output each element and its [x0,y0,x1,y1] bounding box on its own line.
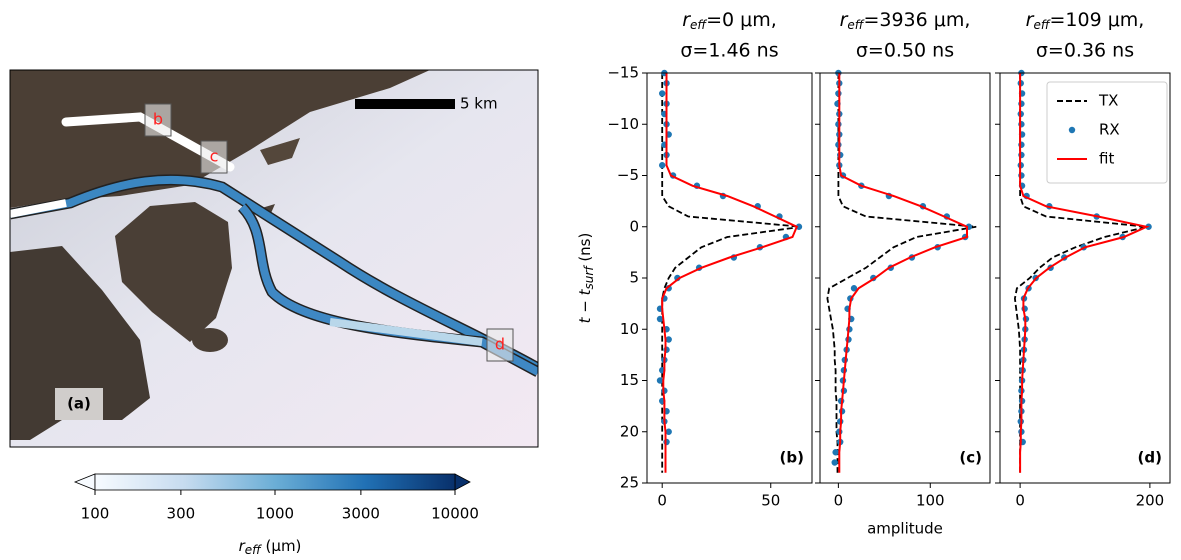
series-line [838,73,968,473]
panel-title-part: =0 μm, [706,9,777,31]
panel-title-part: eff [690,18,707,32]
panel-title-part: =109 μm, [1049,9,1144,31]
data-point [665,428,672,435]
panel-title-part: r [840,9,849,31]
data-point [665,336,672,343]
panel-title: σ=0.36 ns [1036,40,1134,62]
track [61,112,235,172]
colorbar-tick-label: 100 [81,505,110,523]
panel-title-part: r [1026,9,1035,31]
panel-title-part: r [682,9,691,31]
x-tick-label: 0 [657,492,667,510]
data-point [658,162,666,169]
y-tick-label: 0 [629,217,639,235]
data-point [656,377,664,384]
track [10,199,67,218]
land [10,246,150,440]
y-axis-label-part: surf [582,265,596,290]
panel-title: reff=0 μm, [682,9,777,32]
data-point [831,459,838,466]
y-tick-label: −15 [607,64,639,82]
legend-label: RX [1099,121,1120,139]
marker-label: c [210,147,219,166]
x-tick-label: 0 [1015,492,1025,510]
y-tick-label: −5 [617,166,639,184]
map-frame [9,69,539,448]
colorbar-extend [454,473,471,491]
y-tick-label: −10 [607,115,639,133]
colorbar-tick-label: 10000 [431,505,479,523]
legend-label: TX [1098,92,1118,110]
data-point [658,90,666,97]
panel-title: reff=109 μm, [1026,9,1145,32]
y-tick-label: 15 [620,371,639,389]
panel-label: (b) [780,449,804,467]
y-axis-label: t − tsurf (ns) [576,233,596,324]
y-axis-label-part: (ns) [576,233,594,267]
panel-title-part: eff [847,18,864,32]
plot-frame [999,72,1171,484]
marker-box [200,140,228,174]
scale-bar [355,99,455,109]
track [10,175,538,372]
colorbar-label-part: eff [245,543,262,557]
colorbar-label-part: (μm) [261,537,302,555]
y-tick-label: 20 [620,422,639,440]
scale-bar-label: 5 km [460,95,498,113]
series-line [661,73,799,473]
x-tick-label: 50 [761,492,780,510]
track [329,318,483,346]
land [260,138,300,165]
x-axis-label: amplitude [867,520,943,538]
plot-frame [819,72,991,484]
data-point [850,285,858,292]
colorbar-tick-label: 300 [167,505,196,523]
panel-title: σ=0.50 ns [856,40,954,62]
panel-title: reff=3936 μm, [840,9,971,32]
panel-label: (d) [1138,449,1162,467]
marker-label: b [153,110,163,129]
colorbar-label-part: r [239,537,246,555]
panel-title: σ=1.46 ns [680,40,778,62]
panel-label-box [55,388,103,420]
x-tick-label: 200 [1136,492,1165,510]
legend-box [1046,81,1168,184]
series-line [661,73,802,473]
panel-label: (c) [959,449,982,467]
panel-title-part: eff [1033,18,1050,32]
colorbar-extend [73,473,96,491]
colorbar-label: reff (μm) [239,537,302,557]
colorbar [94,473,456,491]
x-tick-label: 100 [916,492,945,510]
island [192,328,228,352]
panel-title-part: =3936 μm, [863,9,970,31]
y-axis-label-part: t − t [576,288,594,323]
plot-frame [646,72,813,484]
marker-box [144,103,172,137]
land [10,70,430,208]
colorbar-tick-label: 3000 [342,505,380,523]
series-line [1019,73,1150,473]
series-line [826,73,977,473]
panel-label: (a) [67,395,91,413]
data-point [795,223,803,230]
legend-label: fit [1099,150,1114,168]
data-point [656,315,664,323]
y-tick-label: 5 [629,269,639,287]
x-tick-label: 0 [834,492,844,510]
y-tick-label: 10 [620,320,639,338]
island [115,202,232,342]
marker-label: d [495,335,505,354]
map-image [10,70,538,447]
y-tick-label: 25 [620,474,639,492]
colorbar-tick-label: 1000 [256,505,294,523]
data-point [832,449,839,456]
data-point [663,438,670,446]
legend-marker [1068,126,1076,134]
marker-box [486,328,514,362]
